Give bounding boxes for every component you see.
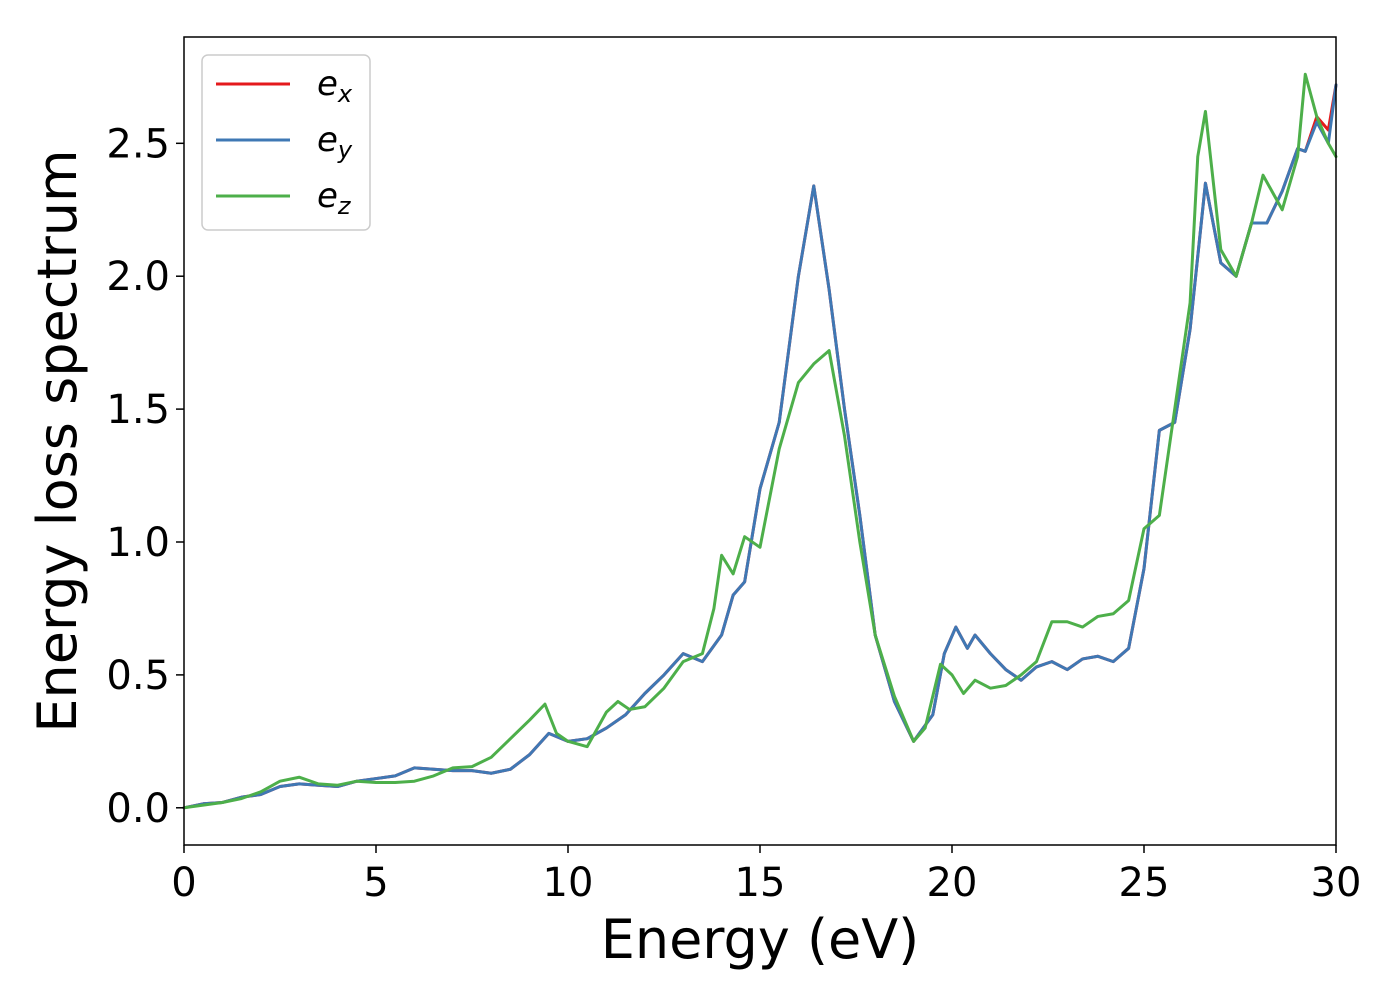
- legend: ex ey ez: [201, 54, 371, 231]
- y-tick-label: 2.0: [106, 254, 170, 300]
- x-tick-label: 5: [363, 860, 388, 906]
- x-axis-label: Energy (eV): [601, 908, 920, 971]
- x-tick-label: 30: [1311, 860, 1362, 906]
- legend-items: ex ey ez: [216, 64, 353, 220]
- x-tick-label: 25: [1119, 860, 1170, 906]
- legend-box: [201, 54, 371, 231]
- y-tick-label: 1.0: [106, 520, 170, 566]
- series-line-z: [182, 72, 1338, 810]
- ticks-layer: 0 5 10 15 20 25 30 0.0 0.5 1.0 1.5 2.0 2.5: [106, 121, 1361, 906]
- y-tick-label: 0.5: [106, 653, 170, 699]
- x-tick-label: 10: [543, 860, 594, 906]
- x-tick-label: 15: [735, 860, 786, 906]
- x-tick-label: 20: [927, 860, 978, 906]
- series-layer: [182, 72, 1338, 810]
- legend-label-y: ey: [317, 120, 353, 164]
- legend-label-x: ex: [317, 64, 353, 108]
- series-line-y: [182, 83, 1338, 810]
- y-tick-label: 0.0: [106, 786, 170, 832]
- y-tick-label: 2.5: [106, 121, 170, 167]
- x-tick-label: 0: [171, 860, 196, 906]
- y-tick-label: 1.5: [106, 387, 170, 433]
- y-axis-label: Energy loss spectrum: [26, 149, 89, 732]
- legend-label-z: ez: [317, 176, 352, 220]
